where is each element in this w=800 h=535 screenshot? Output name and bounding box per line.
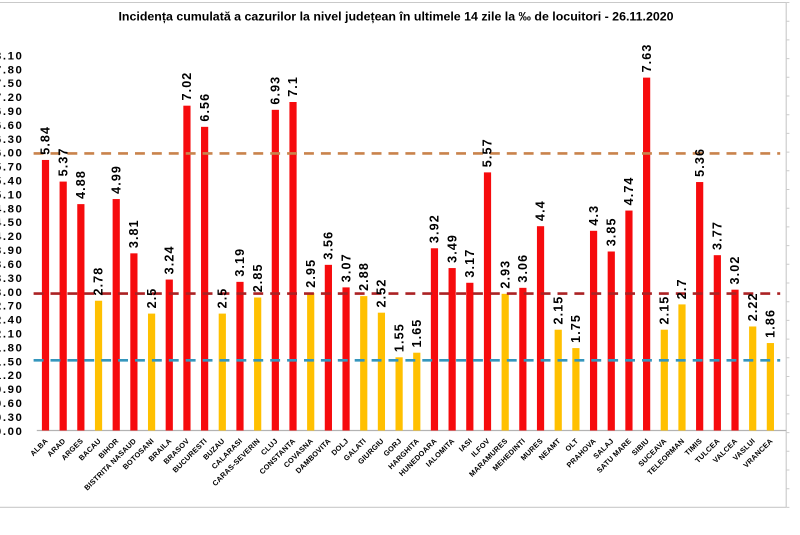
svg-text:1.80: 1.80 xyxy=(0,342,24,354)
svg-text:2.88: 2.88 xyxy=(357,262,371,291)
svg-text:3.07: 3.07 xyxy=(339,253,353,282)
svg-text:4.80: 4.80 xyxy=(0,203,24,215)
svg-text:2.22: 2.22 xyxy=(746,292,760,321)
svg-text:0.60: 0.60 xyxy=(0,398,24,410)
svg-text:4.99: 4.99 xyxy=(109,165,123,194)
svg-text:4.20: 4.20 xyxy=(0,231,24,243)
svg-text:3.17: 3.17 xyxy=(463,249,477,278)
svg-text:1.86: 1.86 xyxy=(764,309,778,338)
svg-text:2.5: 2.5 xyxy=(145,288,159,309)
svg-text:7.02: 7.02 xyxy=(180,72,194,101)
svg-text:5.40: 5.40 xyxy=(0,176,24,188)
svg-text:4.88: 4.88 xyxy=(74,170,88,199)
svg-text:6.56: 6.56 xyxy=(198,93,212,122)
svg-text:1.75: 1.75 xyxy=(569,314,583,343)
svg-text:3.49: 3.49 xyxy=(445,234,459,263)
svg-text:Incidența cumulată a cazurilor: Incidența cumulată a cazurilor la nivel … xyxy=(118,10,673,24)
svg-text:5.84: 5.84 xyxy=(39,126,53,155)
svg-text:2.5: 2.5 xyxy=(216,288,230,309)
svg-text:3.56: 3.56 xyxy=(322,231,336,260)
svg-text:6.60: 6.60 xyxy=(0,120,24,132)
svg-text:0.00: 0.00 xyxy=(0,426,24,438)
svg-text:3.85: 3.85 xyxy=(604,217,618,246)
svg-text:4.3: 4.3 xyxy=(587,205,601,226)
svg-text:6.93: 6.93 xyxy=(269,76,283,105)
svg-text:1.50: 1.50 xyxy=(0,356,24,368)
svg-text:3.92: 3.92 xyxy=(428,214,442,243)
svg-text:7.20: 7.20 xyxy=(0,92,24,104)
svg-text:1.55: 1.55 xyxy=(392,323,406,352)
svg-text:6.30: 6.30 xyxy=(0,134,24,146)
svg-text:3.19: 3.19 xyxy=(233,248,247,277)
svg-text:8.10: 8.10 xyxy=(0,50,24,62)
svg-text:3.90: 3.90 xyxy=(0,245,24,257)
svg-text:3.30: 3.30 xyxy=(0,273,24,285)
svg-text:3.60: 3.60 xyxy=(0,259,24,271)
svg-text:5.37: 5.37 xyxy=(56,147,70,176)
svg-text:2.93: 2.93 xyxy=(498,260,512,289)
svg-text:7.1: 7.1 xyxy=(286,76,300,97)
svg-text:2.85: 2.85 xyxy=(251,263,265,292)
svg-text:2.15: 2.15 xyxy=(658,296,672,325)
svg-text:1.20: 1.20 xyxy=(0,370,24,382)
svg-text:3.77: 3.77 xyxy=(711,221,725,250)
svg-text:6.90: 6.90 xyxy=(0,106,24,118)
svg-text:2.15: 2.15 xyxy=(551,296,565,325)
svg-text:4.74: 4.74 xyxy=(622,176,636,205)
svg-text:3.81: 3.81 xyxy=(127,219,141,248)
svg-text:4.4: 4.4 xyxy=(534,200,548,221)
svg-text:1.65: 1.65 xyxy=(410,319,424,348)
svg-text:2.95: 2.95 xyxy=(304,259,318,288)
svg-text:5.10: 5.10 xyxy=(0,189,24,201)
svg-text:5.36: 5.36 xyxy=(693,148,707,177)
svg-text:3.06: 3.06 xyxy=(516,254,530,283)
svg-text:2.40: 2.40 xyxy=(0,315,24,327)
svg-text:3.02: 3.02 xyxy=(728,256,742,285)
svg-text:2.10: 2.10 xyxy=(0,329,24,341)
svg-text:0.90: 0.90 xyxy=(0,384,24,396)
svg-text:2.7: 2.7 xyxy=(675,278,689,299)
svg-text:4.50: 4.50 xyxy=(0,217,24,229)
svg-text:7.63: 7.63 xyxy=(640,43,654,72)
svg-text:0.30: 0.30 xyxy=(0,412,24,424)
svg-text:5.70: 5.70 xyxy=(0,162,24,174)
svg-text:2.70: 2.70 xyxy=(0,301,24,313)
svg-text:2.78: 2.78 xyxy=(92,267,106,296)
svg-text:3.24: 3.24 xyxy=(162,245,176,274)
svg-text:7.50: 7.50 xyxy=(0,78,24,90)
svg-text:2.52: 2.52 xyxy=(375,279,389,308)
svg-text:7.80: 7.80 xyxy=(0,64,24,76)
svg-text:6.00: 6.00 xyxy=(0,148,24,160)
svg-text:5.57: 5.57 xyxy=(481,138,495,167)
svg-text:3.00: 3.00 xyxy=(0,287,24,299)
